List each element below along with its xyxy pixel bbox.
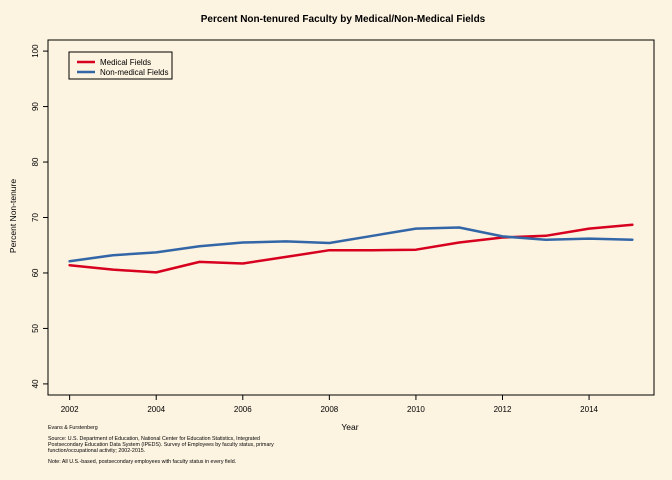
y-tick-label: 100 <box>31 44 40 58</box>
x-tick-label: 2012 <box>494 405 512 414</box>
x-tick-label: 2008 <box>320 405 338 414</box>
footer-note: Note: All U.S.-based, postsecondary empl… <box>48 459 236 465</box>
series-line-non-medical <box>68 226 634 263</box>
legend-box <box>68 51 173 80</box>
y-tick-label: 60 <box>31 268 40 277</box>
chart-title: Percent Non-tenured Faculty by Medical/N… <box>201 14 486 25</box>
footer: Evans & Furstenberg Source: U.S. Departm… <box>48 425 274 465</box>
x-axis: 2002 2004 2006 2008 2010 2012 2014 <box>61 395 599 414</box>
x-tick-label: 2014 <box>580 405 598 414</box>
y-tick-label: 90 <box>31 102 40 111</box>
footer-source-line-1: Source: U.S. Department of Education, Na… <box>48 436 260 442</box>
y-axis: 40 50 60 70 80 90 100 <box>31 44 48 388</box>
series-layer <box>68 223 634 274</box>
x-tick-label: 2004 <box>147 405 165 414</box>
legend-label-non-medical: Non-medical Fields <box>100 68 168 77</box>
legend-label-medical: Medical Fields <box>100 58 151 67</box>
series-line-medical <box>68 223 634 274</box>
x-tick-label: 2010 <box>407 405 425 414</box>
x-tick-label: 2006 <box>234 405 252 414</box>
footer-source-line-2: Postsecondary Education Data System (IPE… <box>48 442 274 448</box>
x-axis-label: Year <box>341 422 358 432</box>
y-tick-label: 80 <box>31 157 40 166</box>
plot-area-border <box>47 39 655 396</box>
footer-credit: Evans & Furstenberg <box>48 425 98 431</box>
y-tick-label: 50 <box>31 323 40 332</box>
y-tick-label: 70 <box>31 213 40 222</box>
x-tick-label: 2002 <box>61 405 79 414</box>
legend: Medical Fields Non-medical Fields <box>68 51 173 80</box>
y-axis-label: Percent Non-tenure <box>8 179 18 253</box>
footer-source-line-3: function/occupational activity; 2002-201… <box>48 448 145 454</box>
y-tick-label: 40 <box>31 379 40 388</box>
